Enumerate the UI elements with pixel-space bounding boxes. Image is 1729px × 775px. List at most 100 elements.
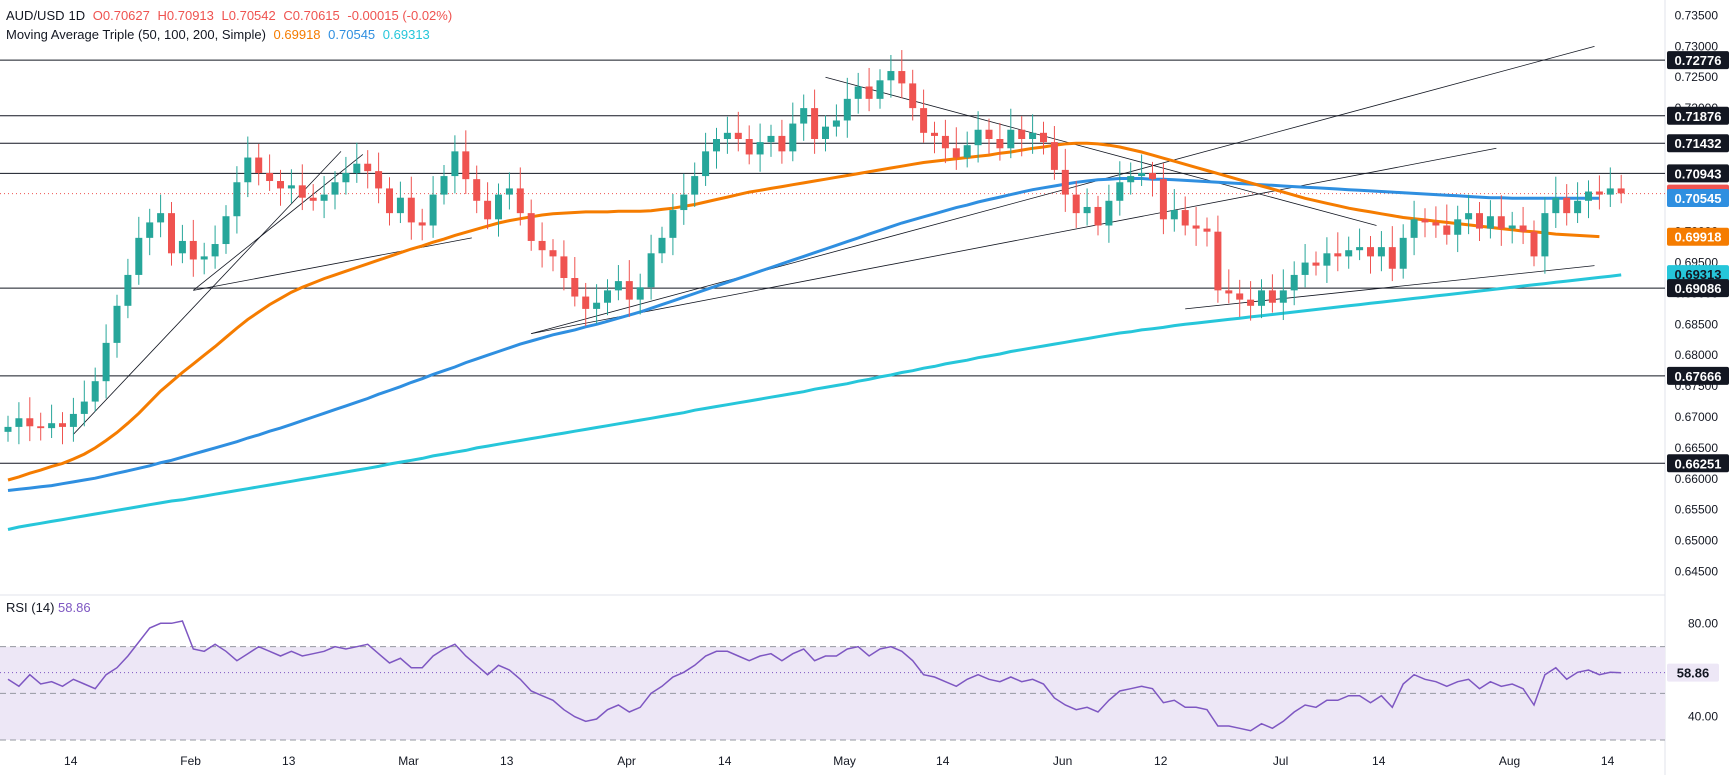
candle-down — [418, 222, 426, 226]
price-label-level: 0.70943 — [1675, 166, 1722, 181]
ma50-value: 0.69918 — [273, 27, 321, 42]
ma-label[interactable]: Moving Average Triple (50, 100, 200, Sim… — [6, 27, 266, 42]
candle-up — [1279, 290, 1287, 303]
candle-up — [1552, 197, 1560, 214]
candle-up — [113, 305, 121, 343]
candle-down — [1247, 299, 1255, 306]
candle-down — [778, 135, 786, 152]
candle-up — [1290, 274, 1298, 291]
candle-down — [865, 86, 873, 99]
ma100-value: 0.70545 — [328, 27, 376, 42]
rsi-label[interactable]: RSI (14) — [6, 600, 55, 615]
candle-up — [1585, 191, 1592, 201]
x-tick-label: May — [833, 754, 856, 768]
candle-down — [1617, 188, 1625, 194]
candle-down — [941, 135, 949, 149]
candle-down — [1149, 172, 1156, 180]
symbol[interactable]: AUD/USD — [6, 8, 65, 23]
trendline — [193, 237, 472, 291]
price-tick-label: 0.68000 — [1675, 348, 1719, 362]
price-label-box — [1667, 51, 1729, 70]
trendline — [531, 147, 1497, 335]
candle-down — [985, 129, 993, 140]
candle-up — [69, 413, 77, 427]
price-label-ma50: 0.69918 — [1675, 230, 1722, 245]
candle-down — [734, 132, 742, 140]
candle-up — [832, 120, 840, 127]
candle-down — [952, 148, 960, 158]
candle-down — [309, 197, 317, 201]
candle-up — [287, 185, 295, 189]
candle-down — [1476, 213, 1483, 229]
ma200-line — [7, 273, 1622, 531]
candle-down — [1061, 169, 1069, 195]
candle-up — [1486, 216, 1494, 229]
price-tick-label: 0.66500 — [1675, 441, 1719, 455]
candle-up — [1007, 129, 1015, 149]
candle-up — [702, 151, 710, 177]
candle-down — [364, 163, 372, 172]
candle-up — [1345, 250, 1353, 257]
price-label-level: 0.71876 — [1675, 109, 1722, 124]
candle-up — [669, 210, 677, 238]
candle-down — [571, 278, 579, 297]
candle-up — [1410, 219, 1418, 238]
ma50-line — [7, 141, 1600, 482]
candle-down — [1421, 219, 1429, 223]
candle-down — [1268, 290, 1276, 303]
candle-up — [1541, 213, 1549, 257]
candle-up — [636, 287, 644, 300]
trendline — [193, 154, 364, 291]
price-label-box — [1667, 164, 1729, 183]
candle-up — [1454, 219, 1462, 235]
candle-down — [462, 151, 470, 180]
trendline — [73, 151, 342, 435]
open-value: O0.70627 — [92, 8, 150, 23]
timeframe[interactable]: 1D — [68, 8, 86, 23]
price-tick-label: 0.73500 — [1675, 8, 1719, 22]
candle-down — [1159, 179, 1167, 220]
candle-up — [1116, 182, 1124, 201]
candle-down — [1181, 210, 1189, 226]
price-tick-label: 0.73000 — [1675, 39, 1719, 53]
candle-down — [1563, 197, 1571, 214]
candle-down — [909, 83, 917, 109]
x-tick-label: 14 — [936, 754, 950, 768]
candle-down — [1214, 231, 1222, 291]
candle-up — [80, 401, 88, 414]
price-label-box — [1667, 454, 1729, 473]
candle-down — [625, 281, 633, 300]
price-tick-label: 0.67000 — [1675, 410, 1719, 424]
candle-up — [91, 381, 99, 402]
price-label-level: 0.72776 — [1675, 53, 1722, 68]
candle-down — [255, 157, 263, 173]
candle-down — [549, 250, 557, 257]
candle-up — [1508, 225, 1516, 229]
symbol-legend: AUD/USD 1D O0.70627 H0.70913 L0.70542 C0.… — [6, 8, 456, 24]
candle-up — [767, 135, 775, 143]
price-tick-label: 0.72500 — [1675, 70, 1719, 84]
rsi-line — [7, 620, 1622, 732]
candle-down — [745, 139, 753, 155]
price-label-ma200: 0.69313 — [1675, 267, 1722, 282]
price-label-box — [1667, 366, 1729, 385]
candle-down — [189, 240, 197, 260]
candle-down — [1225, 290, 1233, 294]
price-tick-label: 0.65500 — [1675, 503, 1719, 517]
change-value: -0.00015 (-0.02%) — [347, 8, 453, 23]
x-tick-label: Jul — [1273, 754, 1288, 768]
candle-down — [1236, 293, 1244, 300]
price-tick-label: 0.65000 — [1675, 534, 1719, 548]
candle-down — [1192, 225, 1200, 229]
candle-up — [1356, 247, 1364, 251]
price-label-level: 0.66251 — [1675, 456, 1722, 471]
x-tick-label: 14 — [64, 754, 78, 768]
candle-down — [996, 139, 1004, 149]
candle-up — [342, 172, 350, 183]
candle-down — [407, 197, 415, 223]
price-label-ma100: 0.70545 — [1675, 191, 1722, 206]
candle-down — [1072, 194, 1080, 214]
candle-down — [1432, 222, 1440, 226]
candle-up — [593, 302, 601, 309]
